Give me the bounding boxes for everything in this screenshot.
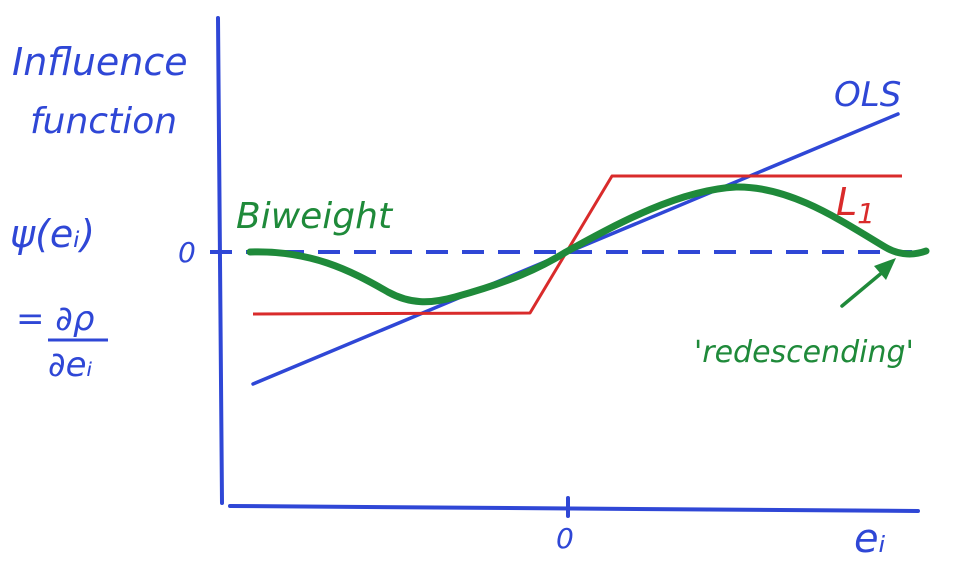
ols-label: OLS bbox=[834, 75, 901, 115]
x-zero-label: 0 bbox=[556, 522, 574, 555]
biweight-label: Biweight bbox=[236, 196, 394, 237]
annotation-arrowhead bbox=[874, 258, 896, 280]
biweight-curve bbox=[246, 183, 930, 306]
redescending-label: 'redescending' bbox=[694, 335, 914, 370]
y-label-derivative-numerator: = ∂ρ bbox=[16, 299, 95, 339]
l1-label: L1 bbox=[836, 180, 875, 230]
l1-label-subscript: 1 bbox=[857, 197, 875, 230]
x-axis bbox=[228, 504, 920, 513]
y-axis bbox=[216, 16, 224, 505]
y-zero-label: 0 bbox=[178, 236, 196, 269]
y-label-psi: ψ(eᵢ) bbox=[10, 212, 95, 256]
y-label-line2: function bbox=[30, 101, 177, 142]
y-label-derivative-denominator: ∂eᵢ bbox=[48, 345, 93, 385]
l1-curve bbox=[252, 174, 902, 316]
y-label-line1: Influence bbox=[12, 40, 188, 84]
x-axis-label: eᵢ bbox=[854, 516, 886, 562]
l1-label-main: L bbox=[836, 180, 857, 224]
